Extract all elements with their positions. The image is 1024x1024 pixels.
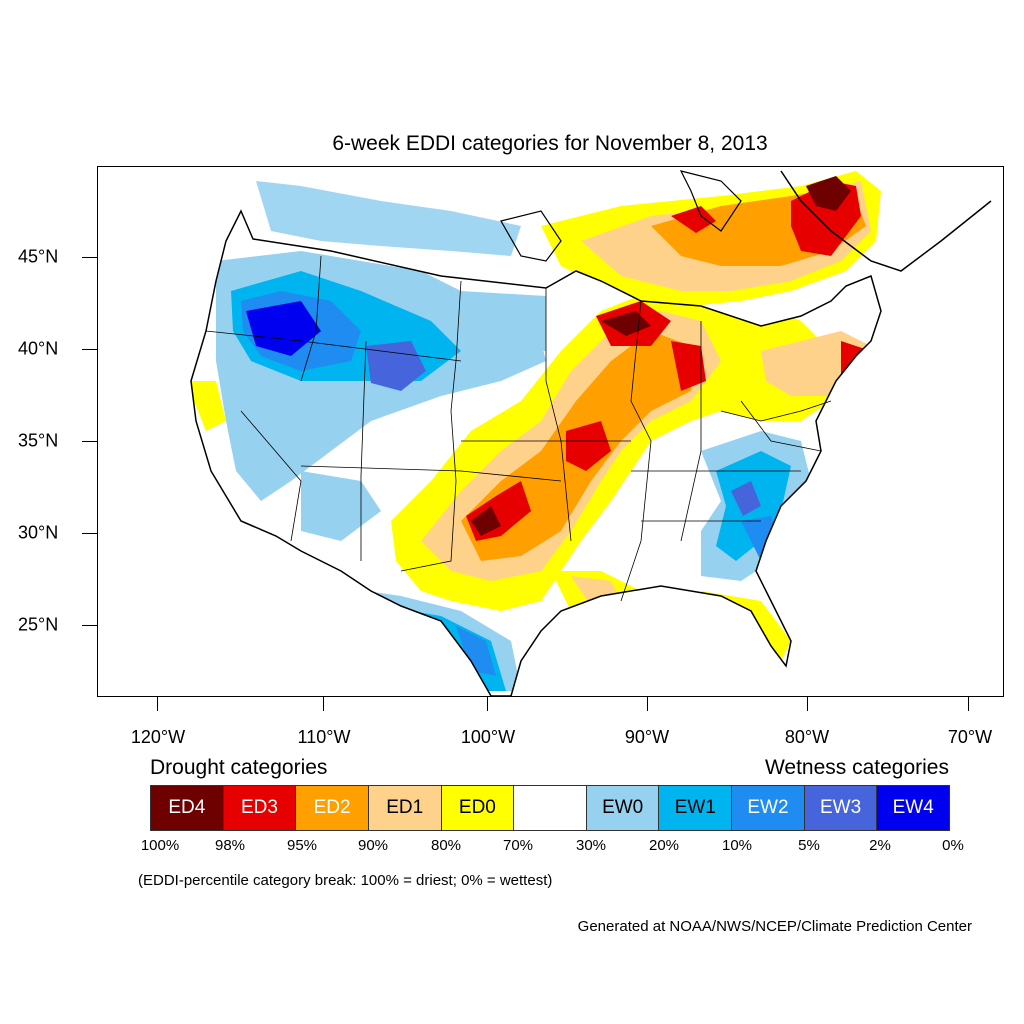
percent-break-label: 80% (430, 837, 462, 854)
map-title: 6-week EDDI categories for November 8, 2… (332, 132, 768, 155)
state-borders (205, 255, 832, 602)
legend-cell-ed1: ED1 (368, 786, 442, 830)
map-frame (97, 166, 1004, 697)
lat-tick-40 (82, 349, 97, 350)
credit-text: Generated at NOAA/NWS/NCEP/Climate Predi… (577, 918, 972, 935)
percent-break-label: 0% (942, 837, 964, 854)
legend-cell-ew1: EW1 (659, 786, 733, 830)
lat-tick-25 (82, 625, 97, 626)
lat-label-30: 30°N (18, 522, 59, 543)
legend-cell-ed4: ED4 (151, 786, 224, 830)
southeast-wet-region (701, 431, 811, 581)
lon-label-110: 110°W (297, 727, 351, 747)
lat-label-45: 45°N (18, 246, 59, 267)
lon-tick-90 (647, 697, 648, 711)
lat-label-40: 40°N (18, 338, 59, 359)
lat-label-35: 35°N (18, 430, 59, 451)
legend-cell-ed3: ED3 (223, 786, 297, 830)
canada-wet-region (256, 181, 521, 256)
lat-tick-30 (82, 533, 97, 534)
percent-break-label: 10% (721, 837, 753, 854)
percent-break-label: 5% (798, 837, 820, 854)
canada-drought-region (541, 171, 881, 306)
legend-cell-ed2: ED2 (296, 786, 369, 830)
percent-break-label: 100% (140, 837, 180, 854)
legend-cell-neutral (514, 786, 587, 830)
percent-break-label: 95% (286, 837, 318, 854)
lon-tick-120 (157, 697, 158, 711)
lon-label-80: 80°W (784, 727, 830, 747)
percent-break-label: 70% (502, 837, 534, 854)
percent-break-label: 30% (575, 837, 607, 854)
midwest-drought-region (191, 291, 871, 661)
percent-break-label: 2% (869, 837, 891, 854)
legend-cell-ew4: EW4 (877, 786, 950, 830)
country-borders (190, 170, 992, 696)
lon-label-70: 70°W (947, 727, 993, 747)
lon-label-90: 90°W (624, 727, 670, 747)
lat-tick-35 (82, 441, 97, 442)
lon-label-120: 120°W (130, 727, 186, 747)
legend-cell-ew0: EW0 (586, 786, 660, 830)
percent-break-label: 20% (648, 837, 680, 854)
percent-break-label: 90% (357, 837, 389, 854)
lon-tick-110 (323, 697, 324, 711)
legend-cell-ew3: EW3 (804, 786, 878, 830)
category-breaks-note: (EDDI-percentile category break: 100% = … (138, 872, 553, 889)
wetness-categories-heading: Wetness categories (764, 756, 949, 779)
drought-categories-heading: Drought categories (150, 756, 328, 779)
category-legend: ED4 ED3 ED2 ED1 ED0 EW0 EW1 EW2 EW3 EW4 (150, 785, 950, 831)
percent-break-label: 98% (214, 837, 246, 854)
lon-label-100: 100°W (460, 727, 516, 747)
legend-cell-ew2: EW2 (732, 786, 805, 830)
lon-tick-70 (968, 697, 969, 711)
lat-label-25: 25°N (18, 614, 59, 635)
lon-tick-80 (807, 697, 808, 711)
eddi-map (190, 170, 992, 696)
legend-cell-ed0: ED0 (441, 786, 515, 830)
lon-tick-100 (487, 697, 488, 711)
lat-tick-45 (82, 257, 97, 258)
